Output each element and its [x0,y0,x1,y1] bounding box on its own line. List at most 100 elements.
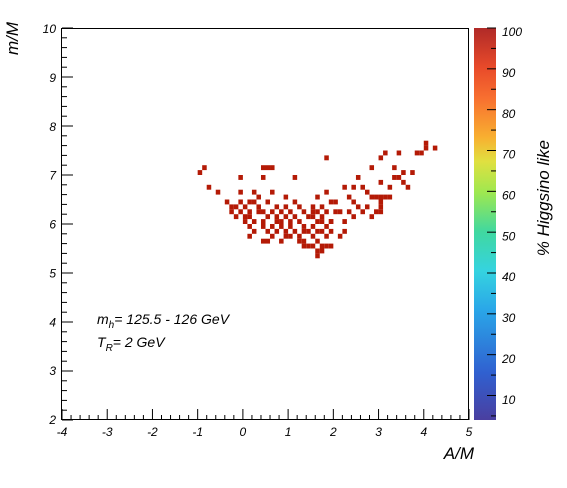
color-bar-title: % Higgsino like [534,140,553,256]
heatmap-cell [251,189,257,195]
axis-ticks [61,27,470,421]
heatmap-cell [315,194,320,200]
heatmap-cell [251,228,257,234]
heatmap-cell [265,238,271,244]
y-tick-label: 8 [49,120,56,134]
heatmap-cell [247,209,252,215]
heatmap-cell [274,204,280,210]
x-tick-label: 4 [420,425,427,439]
heatmap-cell [333,199,338,205]
heatmap-cell [310,209,316,215]
heatmap-cell [396,175,402,180]
heatmap-cell [328,228,334,234]
heatmap-cell [260,238,266,244]
heatmap-cell [247,199,252,205]
y-tick-label: 2 [48,413,56,427]
heatmap-cell [251,199,257,205]
heatmap-cell [369,214,375,220]
x-tick-label: 2 [329,425,337,439]
heatmap-cell [238,209,243,215]
heatmap-cell [360,184,365,190]
color-bar [474,28,496,420]
heatmap-cell [215,189,221,195]
heatmap-cell [283,214,289,220]
z-tick-label: 60 [502,189,516,203]
heatmap-cell [405,184,411,190]
heatmap-cell [270,189,275,195]
z-tick-label: 90 [502,66,516,80]
heatmap-cell [315,248,320,254]
heatmap-cell [369,194,375,200]
y-tick-labels: 2 3 4 5 6 7 8 9 10 [43,22,58,427]
heatmap-cell [256,209,261,215]
heatmap-cell [328,199,334,205]
heatmap-cell [233,204,239,210]
heatmap-cell [346,194,352,200]
heatmap-cell [378,199,384,205]
heatmap-cell [260,224,266,229]
heatmap-cell [387,184,393,190]
heatmap-cell [306,214,311,220]
y-tick-label: 5 [49,266,56,280]
y-tick-label: 3 [49,364,56,378]
heatmap-cell [256,194,261,200]
heatmap-cell [297,233,302,239]
heatmap-cell [319,219,325,224]
heatmap-cell [387,194,393,200]
heatmap-cell [401,179,406,185]
heatmap-cell [247,214,252,220]
heatmap-cell [328,219,334,224]
heatmap-cell [197,170,203,175]
x-tick-labels: -4 -3 -2 -1 0 1 2 3 4 5 [57,425,473,439]
heatmap-cell [242,219,248,224]
heatmap-cell [260,219,266,224]
heatmap-cell [288,233,293,239]
heatmap-cell [297,204,302,210]
heatmap-cell [378,194,384,200]
heatmap-cell [315,219,320,224]
heatmap-cell [342,219,347,224]
heatmap-cell [432,145,438,151]
heatmap-cell [297,219,302,224]
y-tick-label: 7 [49,169,57,183]
heatmap-cell [315,228,320,234]
heatmap-cell [396,150,402,156]
heatmap-cell [270,233,275,239]
heatmap-cell [238,175,243,180]
heatmap-cell [292,228,298,234]
heatmap-cell [319,204,325,210]
heatmap-cell [242,204,248,210]
heatmap-cell [279,238,284,244]
z-tick-label: 10 [502,393,516,407]
heatmap-cell [419,150,424,156]
heatmap-cell [301,243,307,249]
heatmap-cell [310,233,316,239]
heatmap-cell [324,224,329,229]
heatmap-cell [378,209,384,215]
heatmap-cell [292,214,298,220]
heatmap-cell [374,209,379,215]
heatmap-cell [292,175,298,180]
heatmap-cell [283,204,289,210]
heatmap-cell [279,209,284,215]
heatmap-cell [355,175,361,180]
heatmap-cell [283,228,289,234]
annotation-higgs-mass: mh= 125.5 - 126 GeV [97,311,231,331]
heatmap-cell [351,214,356,220]
heatmap-cell [360,209,365,215]
heatmap-cell [310,243,316,249]
heatmap-cell [351,184,356,190]
heatmap-cell [383,150,388,156]
heatmap-cell [374,194,379,200]
heatmap-cell [346,209,352,215]
y-tick-label: 6 [49,218,56,232]
heatmap-cell [310,214,316,220]
z-tick-label: 50 [502,229,516,243]
x-tick-label: 1 [285,425,292,439]
heatmap-cells [197,140,438,259]
heatmap-cell [224,199,230,205]
x-tick-label: 0 [240,425,247,439]
heatmap-cell [423,145,429,151]
heatmap-cell [328,243,334,249]
